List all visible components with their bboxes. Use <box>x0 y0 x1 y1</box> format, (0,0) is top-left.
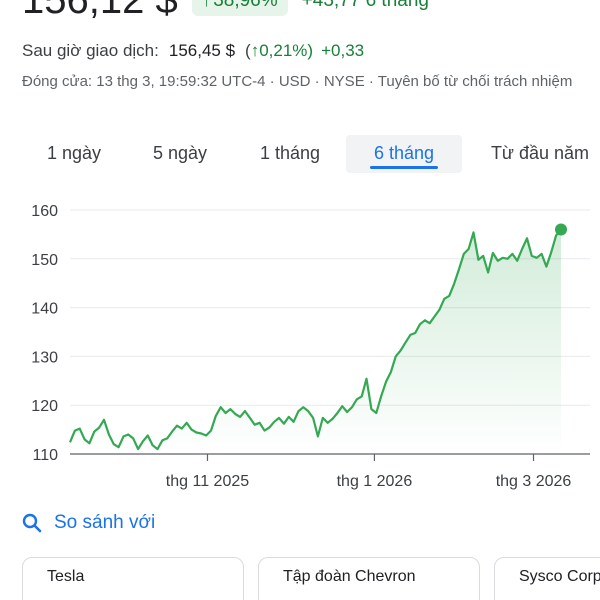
y-tick-label: 140 <box>31 301 58 318</box>
compare-card-name: Tập đoàn Chevron <box>283 568 416 585</box>
last-price-dot <box>555 223 567 236</box>
price-header: 156,12 $ ↑ 38,96% +43,77 6 tháng <box>22 0 429 23</box>
price-line <box>68 228 562 451</box>
range-tabs: 1 ngày 5 ngày 1 tháng 6 tháng Từ đầu năm <box>0 135 600 175</box>
compare-cards: Tesla Tập đoàn Chevron Sysco Corp <box>22 557 600 600</box>
change-absolute-period: +43,77 6 tháng <box>301 0 429 11</box>
arrow-up-icon: ↑ <box>250 41 260 60</box>
after-hours-label: Sau giờ giao dịch: <box>22 41 159 60</box>
price-chart-svg: 160 150 140 130 120 110 thg 11 2025 thg 1 2026… <box>31 203 590 490</box>
y-tick-label: 130 <box>31 349 58 366</box>
tab-ytd[interactable]: Từ đầu năm <box>490 143 590 163</box>
tab-5-days[interactable]: 5 ngày <box>152 143 208 163</box>
x-tick-label: thg 3 2026 <box>496 473 572 490</box>
after-hours-price: 156,45 $ <box>168 41 236 60</box>
y-tick-label: 160 <box>31 203 58 220</box>
x-tick-label: thg 11 2025 <box>166 473 249 490</box>
compare-label: So sánh với <box>54 512 156 533</box>
change-percent-badge: ↑ 38,96% <box>191 0 288 16</box>
price-area-fill <box>70 229 561 454</box>
search-icon <box>22 513 42 533</box>
after-hours-change: +0,33 <box>321 41 365 60</box>
x-tick-label: thg 1 2026 <box>337 473 413 490</box>
tab-1-month[interactable]: 1 tháng <box>259 143 321 163</box>
close-info: Đóng cửa: 13 thg 3, 19:59:32 UTC-4 · USD… <box>22 73 573 90</box>
after-hours-row: Sau giờ giao dịch: 156,45 $ (↑0,21%) +0,… <box>22 41 364 61</box>
active-tab-underline <box>370 166 438 169</box>
after-hours-percent: (↑0,21%) <box>245 41 314 60</box>
compare-card-tesla[interactable]: Tesla <box>22 557 244 600</box>
current-price: 156,12 $ <box>22 0 178 22</box>
compare-card-sysco[interactable]: Sysco Corp <box>494 557 600 600</box>
tab-1-day[interactable]: 1 ngày <box>46 143 102 163</box>
y-tick-label: 110 <box>32 447 58 464</box>
compare-link[interactable]: So sánh với <box>22 512 155 534</box>
compare-card-chevron[interactable]: Tập đoàn Chevron <box>258 557 480 600</box>
change-percent: 38,96% <box>213 0 278 11</box>
y-tick-label: 150 <box>31 252 58 269</box>
y-tick-label: 120 <box>31 398 58 415</box>
price-chart[interactable]: 160 150 140 130 120 110 thg 11 2025 thg 1 2026… <box>0 190 600 500</box>
tab-6-months[interactable]: 6 tháng <box>346 135 462 173</box>
arrow-up-icon: ↑ <box>201 0 212 11</box>
compare-card-name: Tesla <box>47 568 85 585</box>
compare-card-name: Sysco Corp <box>519 568 600 585</box>
